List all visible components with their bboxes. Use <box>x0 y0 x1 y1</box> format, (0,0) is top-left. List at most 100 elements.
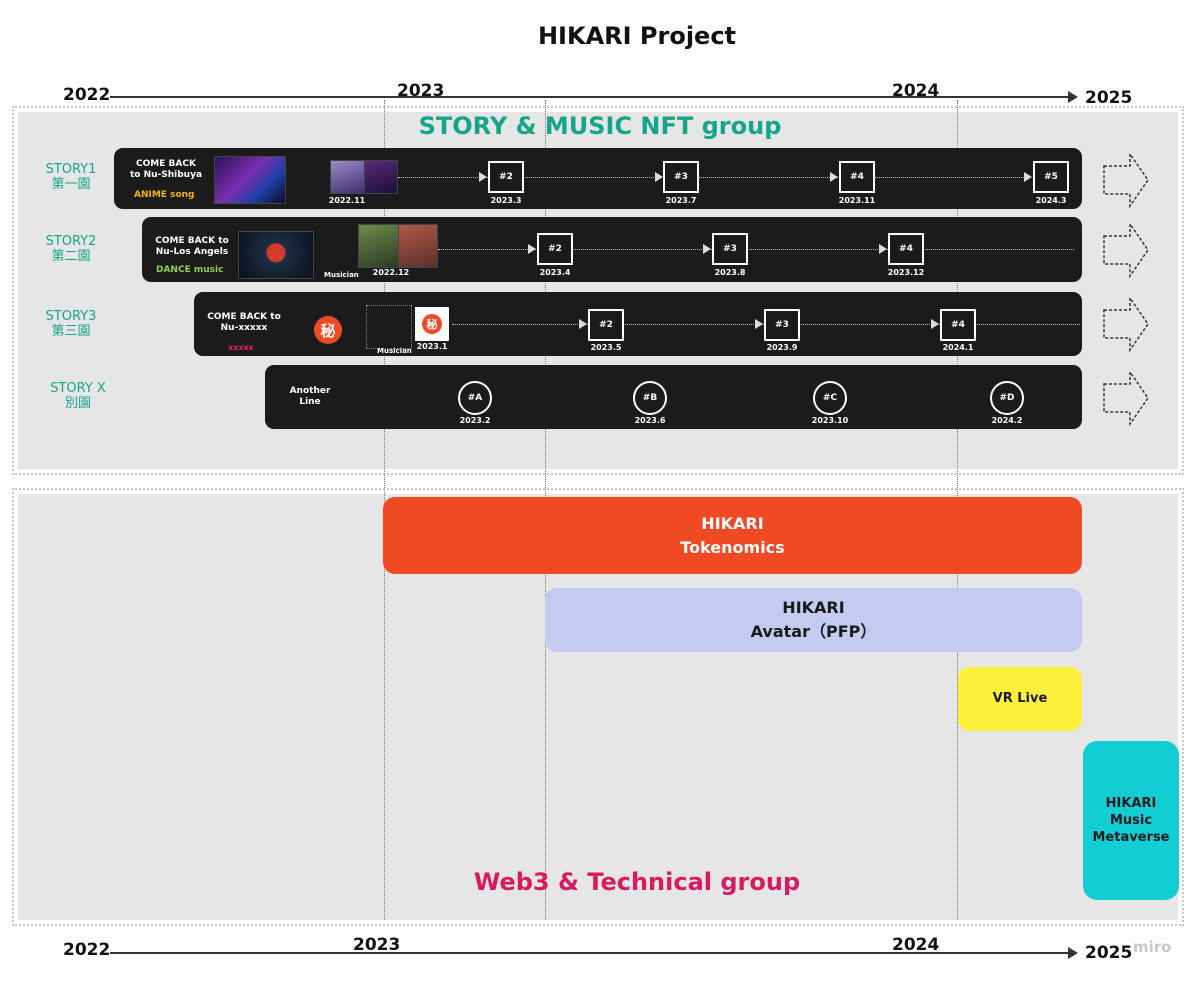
story1-artwork-thumbnail <box>214 156 286 204</box>
timeline-axis-top <box>110 96 1070 98</box>
story2-cover-thumbnail-b <box>398 224 438 268</box>
timeline-arrowhead-top <box>1068 91 1078 103</box>
story2-continue-arrow-icon <box>1103 222 1149 278</box>
story1-milestone-4: #4 <box>839 161 875 193</box>
story2-milestone-3-date: 2023.8 <box>714 268 746 277</box>
year-label-2024-bottom: 2024 <box>892 935 940 955</box>
story2-artwork-thumbnail <box>238 231 314 279</box>
story1-label-kanji: 第一園 <box>51 177 91 192</box>
miro-watermark: miro <box>1133 938 1172 956</box>
story3-arrow-1 <box>579 319 587 329</box>
story2-milestone-2: #2 <box>537 233 573 265</box>
story2-musician-label: Musician <box>324 271 359 279</box>
year-label-2023-bottom: 2023 <box>353 935 401 955</box>
story1-arrow-3 <box>830 172 838 182</box>
story-group-title: STORY & MUSIC NFT group <box>418 112 782 140</box>
story3-start-date: 2023.1 <box>416 342 448 351</box>
story3-milestone-4-date: 2024.1 <box>942 343 974 352</box>
story2-arrow-1 <box>528 244 536 254</box>
story3-title-line2: Nu-xxxxx <box>220 323 268 333</box>
story1-title-line2: to Nu-Shibuya <box>129 170 203 180</box>
story1-cover-thumbnail-a <box>330 160 366 194</box>
story3-emblem-icon: 秘 <box>314 316 342 344</box>
story1-milestone-5: #5 <box>1033 161 1069 193</box>
story3-milestone-4: #4 <box>940 309 976 341</box>
story2-title-line1: COME BACK to <box>155 236 229 246</box>
storyx-title-line1: Another <box>289 386 331 396</box>
story3-tag: xxxxx <box>228 343 254 352</box>
story3-lane-title: COME BACK to Nu-xxxxx <box>202 312 286 334</box>
story1-arrow-2 <box>655 172 663 182</box>
story1-milestone-2-date: 2023.3 <box>490 196 522 205</box>
storyx-milestone-d-date: 2024.2 <box>991 416 1023 425</box>
story1-arrow-1 <box>479 172 487 182</box>
storyx-milestone-b-date: 2023.6 <box>634 416 666 425</box>
vr-live-label: VR Live <box>992 691 1048 706</box>
story1-title-line1: COME BACK <box>136 159 196 169</box>
vr-live-bar: VR Live <box>958 667 1082 731</box>
story1-tag: ANIME song <box>134 190 195 200</box>
storyx-milestone-c: #C <box>813 381 847 415</box>
year-label-2022-bottom: 2022 <box>63 940 111 960</box>
avatar-pfp-bar: HIKARI Avatar（PFP） <box>545 588 1082 652</box>
story3-label: STORY3 第三園 <box>31 309 111 339</box>
timeline-arrowhead-bottom <box>1068 947 1078 959</box>
storyx-continue-arrow-icon <box>1103 370 1149 426</box>
story2-connector <box>438 249 1074 250</box>
story2-label-name: STORY2 <box>45 234 97 249</box>
story2-title-line2: Nu-Los Angels <box>155 247 229 257</box>
story3-cover-thumbnail: 秘 <box>415 307 449 341</box>
story1-milestone-2: #2 <box>488 161 524 193</box>
page-title: HIKARI Project <box>537 22 737 50</box>
story3-arrow-2 <box>755 319 763 329</box>
story3-musician-placeholder <box>366 305 412 349</box>
year-label-2025-bottom: 2025 <box>1085 943 1133 963</box>
story3-cover-emblem-icon: 秘 <box>422 314 442 334</box>
story3-milestone-3-date: 2023.9 <box>766 343 798 352</box>
storyx-milestone-d: #D <box>990 381 1024 415</box>
story1-cover-thumbnail-b <box>364 160 398 194</box>
metaverse-line1: HIKARI <box>1105 796 1157 811</box>
story1-lane-title: COME BACK to Nu-Shibuya <box>124 159 208 181</box>
avatar-line2: Avatar（PFP） <box>750 622 877 641</box>
story2-lane-title: COME BACK to Nu-Los Angels <box>150 236 234 258</box>
story3-milestone-2-date: 2023.5 <box>590 343 622 352</box>
story2-tag: DANCE music <box>156 265 224 275</box>
story2-milestone-2-date: 2023.4 <box>539 268 571 277</box>
tokenomics-line1: HIKARI <box>701 513 764 533</box>
story2-label: STORY2 第二園 <box>31 234 111 264</box>
storyx-label: STORY X 別園 <box>38 381 118 411</box>
story1-milestone-4-date: 2023.11 <box>838 196 876 205</box>
year-label-2022-top: 2022 <box>63 85 111 105</box>
story3-label-name: STORY3 <box>45 309 97 324</box>
story2-milestone-4-date: 2023.12 <box>887 268 925 277</box>
story3-milestone-2: #2 <box>588 309 624 341</box>
story3-title-line1: COME BACK to <box>207 312 281 322</box>
tokenomics-line2: Tokenomics <box>680 537 785 557</box>
storyx-lane <box>265 365 1082 429</box>
storyx-title-line2: Line <box>299 397 321 407</box>
music-metaverse-bar: HIKARI Music Metaverse <box>1083 741 1179 900</box>
story1-connector <box>398 177 1024 178</box>
web3-group-title: Web3 & Technical group <box>473 868 801 896</box>
story3-label-kanji: 第三園 <box>51 324 91 339</box>
story3-musician-label: Musician <box>377 347 412 355</box>
story3-continue-arrow-icon <box>1103 296 1149 352</box>
storyx-label-name: STORY X <box>50 381 106 396</box>
year-label-2023-top: 2023 <box>397 81 445 101</box>
story3-arrow-3 <box>931 319 939 329</box>
storyx-milestone-b: #B <box>633 381 667 415</box>
story2-arrow-2 <box>703 244 711 254</box>
avatar-line1: HIKARI <box>782 598 845 617</box>
story2-label-kanji: 第二園 <box>51 249 91 264</box>
story1-label: STORY1 第一園 <box>31 162 111 192</box>
storyx-milestone-a-date: 2023.2 <box>459 416 491 425</box>
story2-milestone-3: #3 <box>712 233 748 265</box>
year-label-2024-top: 2024 <box>892 81 940 101</box>
story2-arrow-3 <box>879 244 887 254</box>
timeline-axis-bottom <box>110 952 1070 954</box>
story1-arrow-4 <box>1024 172 1032 182</box>
metaverse-line3: Metaverse <box>1092 830 1170 845</box>
story1-milestone-3: #3 <box>663 161 699 193</box>
story1-label-name: STORY1 <box>45 162 97 177</box>
